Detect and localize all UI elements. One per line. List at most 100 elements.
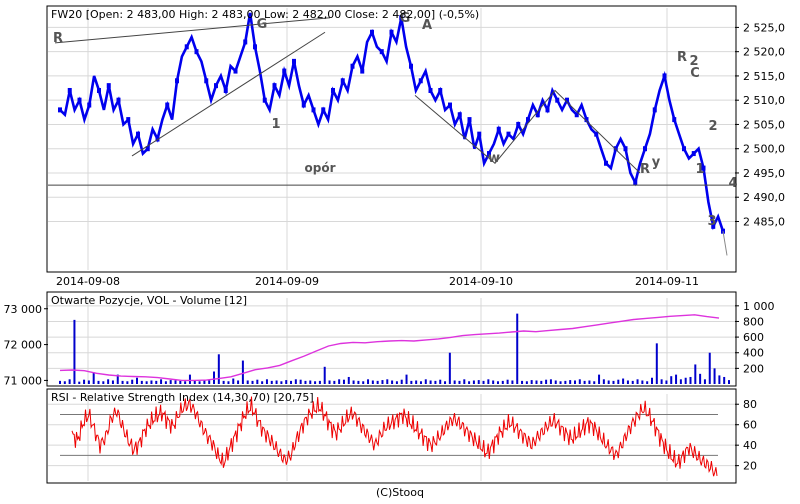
price-bar [282, 68, 287, 74]
price-bar [175, 78, 179, 84]
price-bar [438, 87, 443, 93]
volume-y-tick-label: 800 [743, 315, 764, 328]
price-bar [97, 87, 101, 93]
price-bar [292, 58, 296, 64]
wave-annotation: w [488, 151, 500, 166]
price-bar [526, 117, 530, 123]
price-bar [136, 131, 140, 137]
price-bar [487, 151, 491, 157]
wave-annotation: 1 [695, 162, 704, 177]
volume-y-tick-label: 200 [743, 362, 764, 375]
price-bar [633, 180, 638, 186]
price-bar [58, 107, 62, 113]
rsi-y-tick-label: 40 [743, 439, 757, 452]
wave-annotation: G [257, 17, 268, 32]
wave-annotation: G [400, 11, 411, 26]
footer-credit: (C)Stooq [376, 486, 424, 499]
x-tick-label: 2014-09-10 [449, 275, 513, 288]
rsi-line [71, 396, 718, 477]
price-bar [350, 63, 355, 69]
rsi-y-tick-label: 60 [743, 419, 757, 432]
price-bar [584, 117, 589, 123]
price-bar [145, 146, 150, 152]
price-y-tick-label: 2 500,0 [743, 143, 785, 156]
price-bar [662, 73, 667, 79]
price-y-tick-label: 2 505,0 [743, 118, 785, 131]
price-bar [233, 68, 238, 74]
rsi-y-tick-label: 80 [743, 398, 757, 411]
wave-annotation: y [652, 155, 661, 170]
wave-annotation: R [640, 162, 650, 177]
price-y-tick-label: 2 515,0 [743, 70, 785, 83]
rsi-y-tick-label: 20 [743, 460, 757, 473]
price-bar [506, 131, 511, 137]
price-bar [311, 107, 316, 113]
volume-y-tick-label: 400 [743, 347, 764, 360]
volume-panel-title: Otwarte Pozycje, VOL - Volume [12] [51, 294, 247, 307]
price-bar [516, 121, 521, 127]
trendline-lower [131, 31, 326, 157]
price-bar [613, 146, 618, 152]
price-y-tick-label: 2 495,0 [743, 167, 785, 180]
wave-annotation: 2 [689, 54, 698, 69]
price-bar [555, 97, 560, 103]
price-bar [652, 107, 657, 113]
price-bar [204, 78, 209, 84]
price-bar [428, 87, 433, 93]
oi-y-tick-label: 72 000 [4, 339, 43, 352]
price-bar [340, 78, 345, 84]
wave-lines [414, 89, 641, 174]
price-bar [711, 223, 716, 229]
price-tail [722, 231, 728, 256]
volume-y-tick-label: 600 [743, 331, 764, 344]
wave-annotation: C [690, 66, 700, 81]
oi-y-tick-label: 73 000 [4, 303, 43, 316]
price-bar [448, 102, 452, 108]
price-y-tick-label: 2 510,0 [743, 94, 785, 107]
price-bar [194, 49, 199, 55]
price-bar [67, 87, 72, 93]
wave-annotation: R [53, 31, 63, 46]
wave-annotation: R [677, 50, 687, 65]
price-bar [535, 112, 540, 118]
price-bar [545, 107, 550, 113]
price-bar [253, 44, 257, 50]
price-bar [165, 102, 170, 108]
oi-y-tick-label: 71 000 [4, 374, 43, 387]
price-bar [155, 136, 160, 142]
main-chart-title: FW20 [Open: 2 483,00 High: 2 483,00 Low:… [51, 8, 479, 21]
price-bar [243, 39, 248, 45]
price-bar [467, 117, 472, 123]
price-y-tick-label: 2 485,0 [743, 215, 785, 228]
price-bar [389, 29, 394, 35]
price-bar [604, 160, 608, 166]
wave-annotation: 3 [707, 214, 716, 229]
price-bar [682, 146, 686, 152]
price-bar [184, 44, 189, 50]
price-y-tick-label: 2 520,0 [743, 46, 785, 59]
price-bar [672, 117, 677, 123]
price-bar [574, 112, 579, 118]
price-bar [223, 87, 228, 93]
price-bar [477, 131, 482, 137]
price-bar [418, 78, 423, 84]
price-bar [457, 112, 462, 118]
price-bar [496, 126, 501, 132]
price-bar [272, 83, 277, 89]
price-bar [321, 107, 326, 113]
volume-panel-frame [46, 291, 737, 387]
price-bar [331, 87, 335, 93]
wave-annotation: opór [305, 161, 336, 175]
x-tick-label: 2014-09-11 [635, 275, 699, 288]
price-bar [126, 117, 131, 123]
price-bar [565, 97, 569, 103]
price-bar [701, 165, 706, 171]
price-bar [623, 146, 628, 152]
price-y-tick-label: 2 490,0 [743, 191, 785, 204]
price-bar [301, 102, 306, 108]
price-bar [370, 29, 374, 35]
x-tick-label: 2014-09-08 [56, 275, 120, 288]
wave-annotation: 1 [271, 117, 280, 132]
